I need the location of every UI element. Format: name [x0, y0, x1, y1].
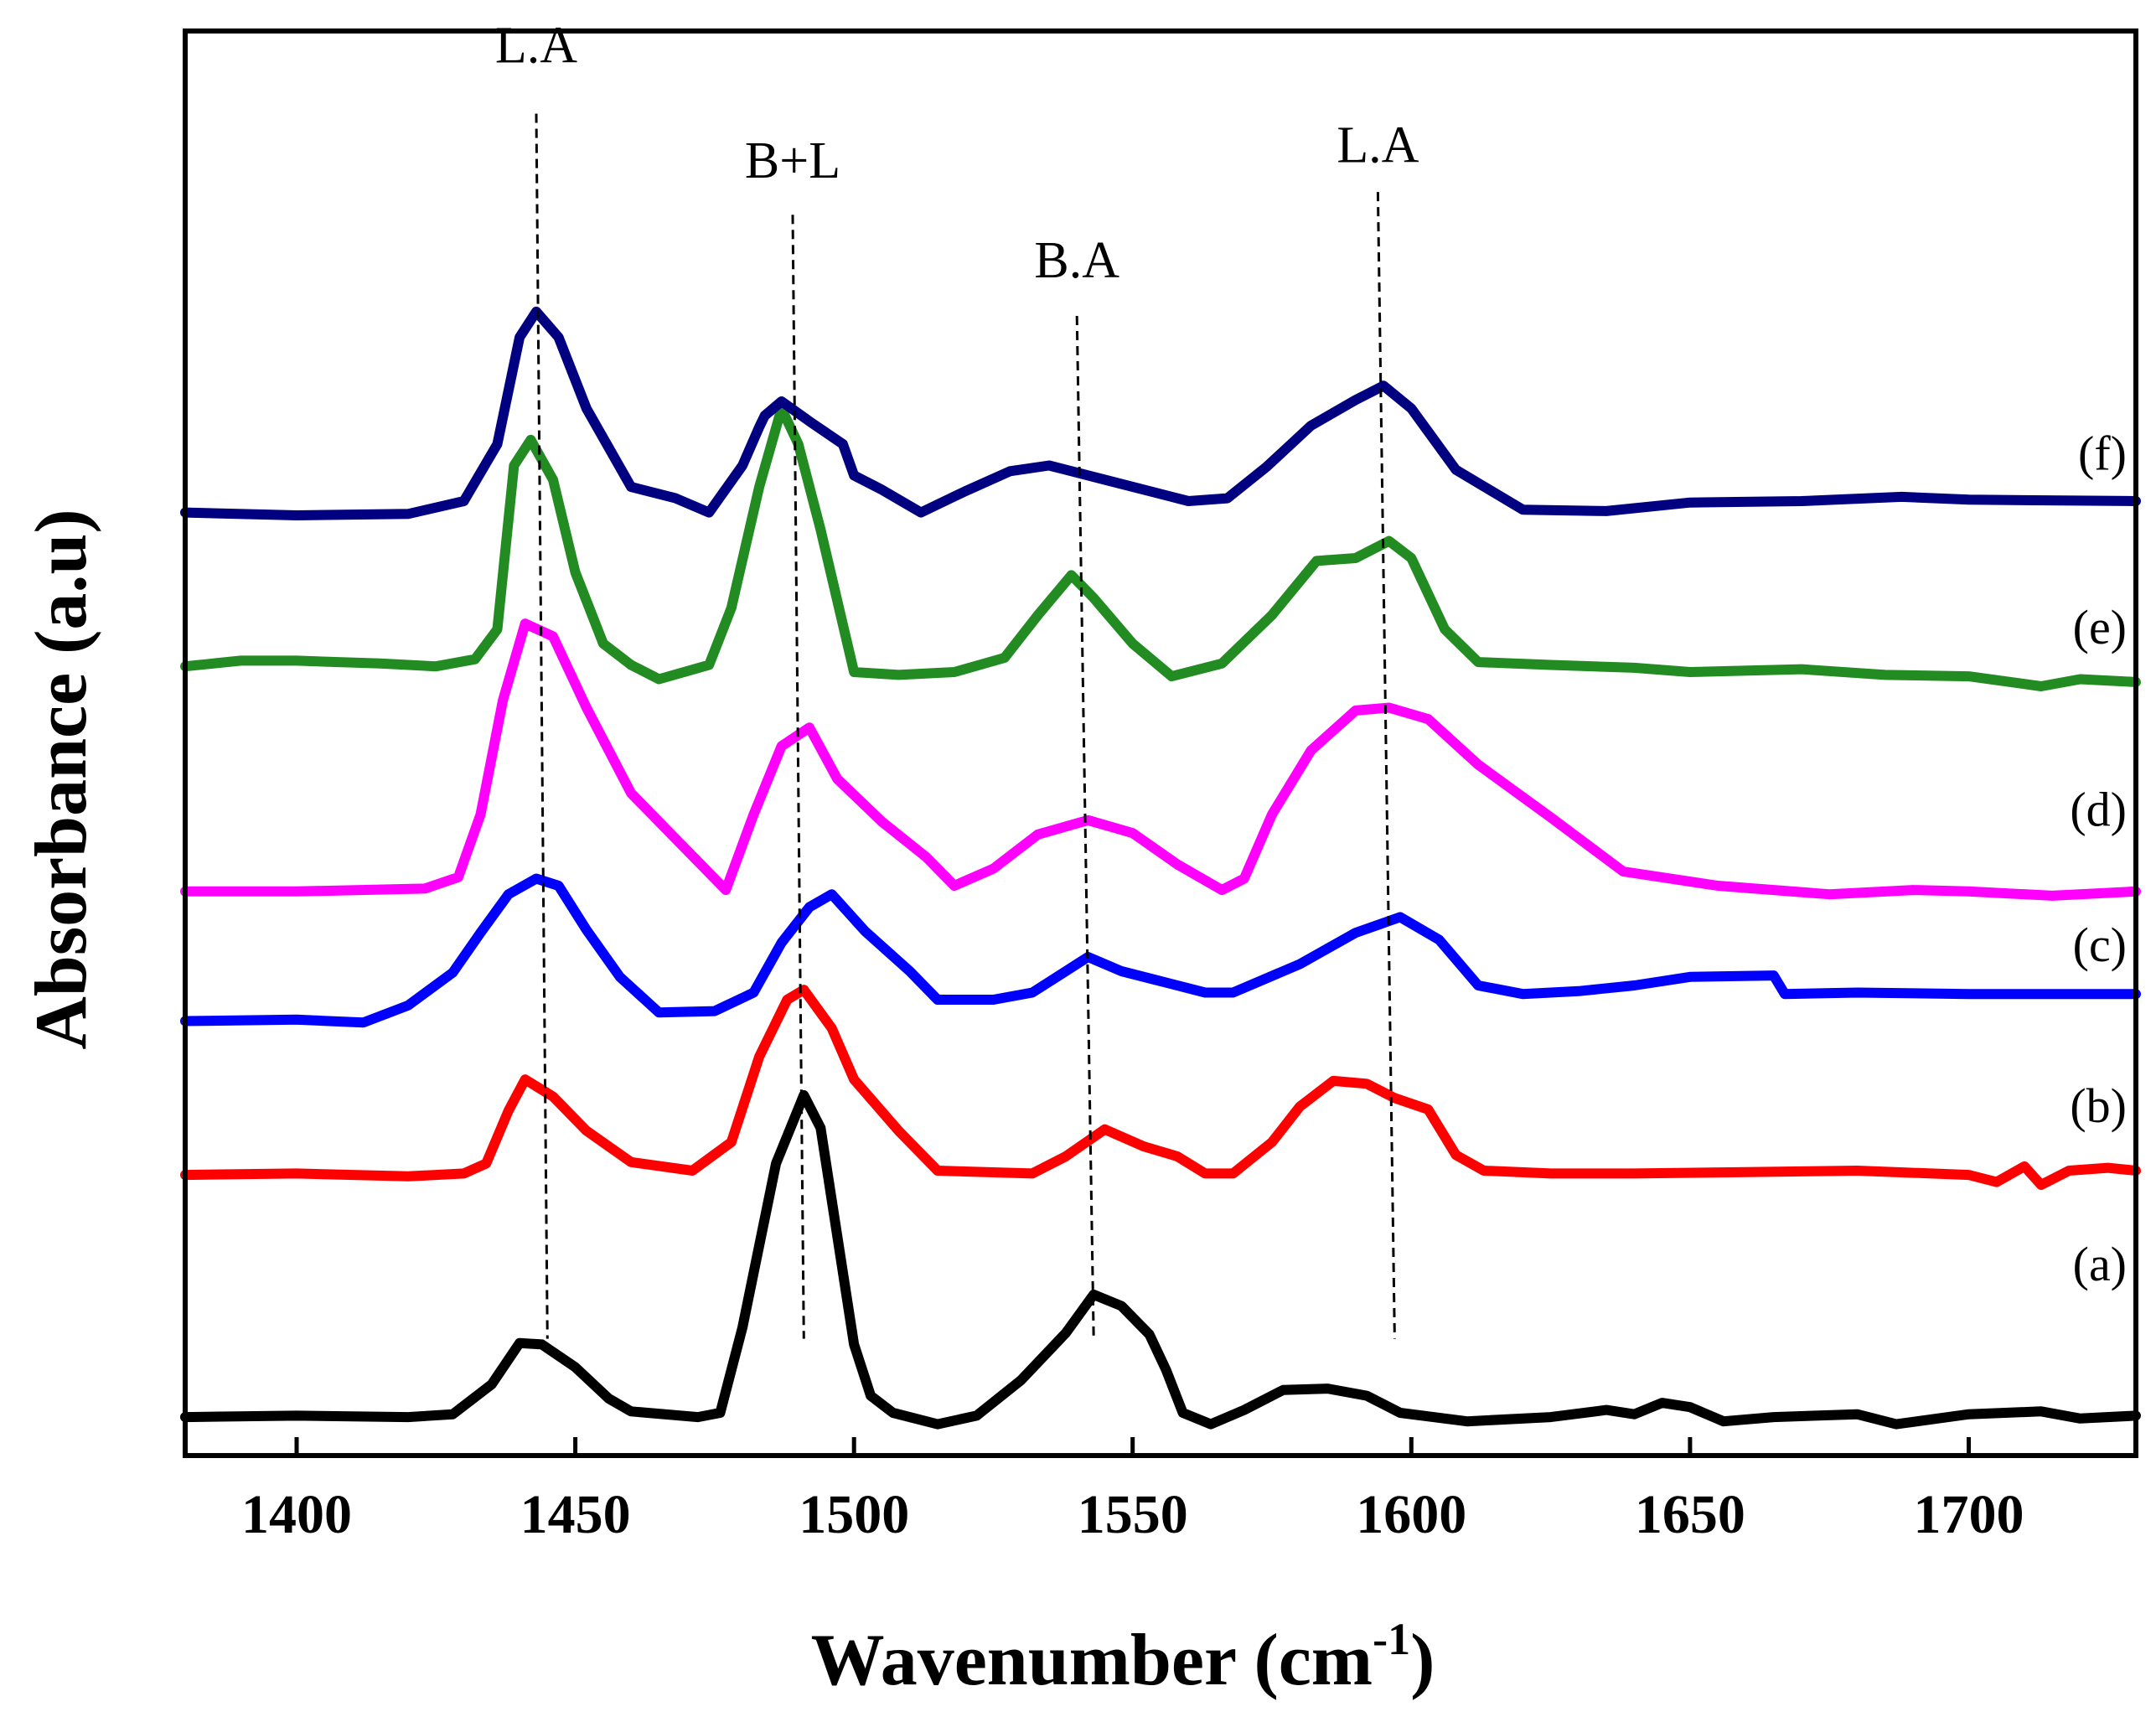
x-axis-title: Wavenumber (cm-1) [811, 1614, 1435, 1701]
series-layer [180, 306, 2141, 1430]
series-label-0: (a) [2073, 1237, 2127, 1291]
series-label-4: (e) [2073, 600, 2127, 654]
x-tick-label-2: 1500 [799, 1484, 909, 1545]
curve-labels: (a) (b) (c) (d) (e) (f) [2070, 427, 2127, 1291]
series-label-5: (f) [2078, 427, 2127, 481]
reference-line-0 [535, 113, 549, 1339]
x-tick-label-5: 1650 [1635, 1484, 1745, 1545]
series-line-3 [180, 618, 2141, 901]
annotation-label-2: B.A [1034, 232, 1119, 289]
annotation-label-0: L.A [495, 17, 577, 74]
x-tick-label-1: 1450 [520, 1484, 631, 1545]
series-label-3: (d) [2070, 783, 2127, 837]
reference-lines [535, 113, 1396, 1339]
series-label-2: (c) [2073, 918, 2127, 972]
series-line-0 [180, 1089, 2141, 1430]
series-line-4 [180, 403, 2141, 691]
annotation-label-3: L.A [1337, 116, 1419, 173]
reference-line-3 [1376, 192, 1396, 1339]
x-axis-ticks: 1400 1450 1500 1550 1600 1650 1700 [241, 1437, 2024, 1545]
reference-line-2 [1075, 315, 1095, 1339]
series-label-1: (b) [2070, 1078, 2127, 1133]
peak-annotations: L.A B+L B.A L.A [495, 17, 1419, 289]
x-tick-label-0: 1400 [241, 1484, 352, 1545]
y-axis-title: Absorbance (a.u) [21, 509, 102, 1049]
reference-line-1 [791, 215, 805, 1339]
x-tick-label-3: 1550 [1078, 1484, 1188, 1545]
annotation-label-1: B+L [745, 132, 840, 189]
plot-frame [183, 28, 2138, 1458]
x-tick-label-6: 1700 [1914, 1484, 2024, 1545]
series-line-2 [180, 873, 2141, 1028]
series-line-1 [180, 985, 2141, 1190]
x-tick-label-4: 1600 [1356, 1484, 1466, 1545]
series-line-5 [180, 306, 2141, 520]
